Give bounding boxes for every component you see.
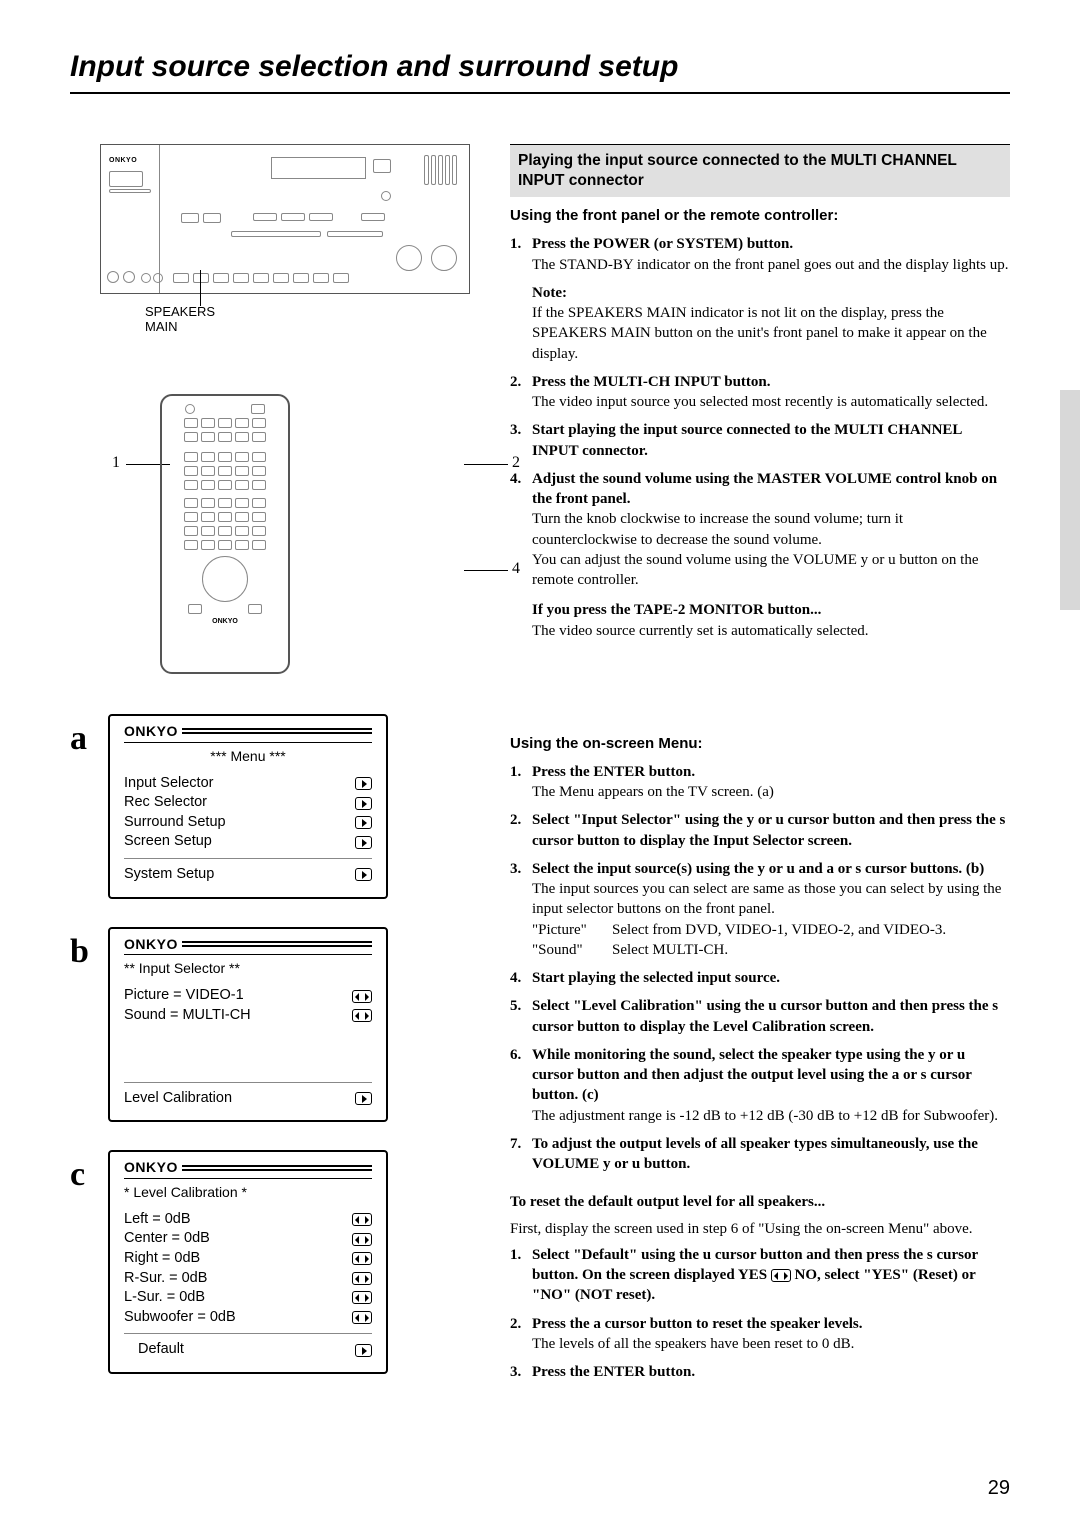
osd-tag-c: c	[70, 1156, 98, 1194]
right-arrow-icon	[355, 797, 372, 810]
steps-front-panel: 1. Press the POWER (or SYSTEM) button. T…	[510, 234, 1010, 641]
right-arrow-icon	[355, 816, 372, 829]
page-number: 29	[988, 1477, 1010, 1500]
section-header-multich: Playing the input source connected to th…	[510, 144, 1010, 197]
left-right-arrow-icon	[352, 1311, 372, 1324]
left-right-arrow-icon	[352, 1009, 372, 1022]
steps-reset: 1. Select "Default" using the u cursor b…	[510, 1245, 1010, 1383]
osd-tag-b: b	[70, 933, 98, 971]
amplifier-label: SPEAKERS MAIN	[145, 304, 470, 334]
page-side-tab	[1060, 390, 1080, 610]
left-right-arrow-icon	[352, 1233, 372, 1246]
left-right-arrow-icon	[352, 1213, 372, 1226]
right-arrow-icon	[355, 836, 372, 849]
left-right-arrow-icon	[771, 1269, 791, 1282]
sub-header-front-panel: Using the front panel or the remote cont…	[510, 207, 1010, 224]
left-right-arrow-icon	[352, 1252, 372, 1265]
right-arrow-icon	[355, 868, 372, 881]
sub-header-osd-menu: Using the on-screen Menu:	[510, 735, 1010, 752]
remote-illustration: 1 2 4 ONKYO	[160, 394, 470, 674]
reset-preamble: First, display the screen used in step 6…	[510, 1219, 1010, 1239]
right-arrow-icon	[355, 777, 372, 790]
right-arrow-icon	[355, 1092, 372, 1105]
osd-tag-a: a	[70, 720, 98, 758]
right-arrow-icon	[355, 1344, 372, 1357]
page-title: Input source selection and surround setu…	[70, 50, 1010, 94]
left-right-arrow-icon	[352, 990, 372, 1003]
left-right-arrow-icon	[352, 1291, 372, 1304]
left-right-arrow-icon	[352, 1272, 372, 1285]
reset-header: To reset the default output level for al…	[510, 1194, 825, 1210]
osd-screen-b: ONKYO ** Input Selector ** Picture = VID…	[108, 927, 388, 1122]
steps-osd-menu: 1. Press the ENTER button. The Menu appe…	[510, 762, 1010, 1175]
osd-screen-a: ONKYO *** Menu *** Input Selector Rec Se…	[108, 714, 388, 899]
amplifier-illustration: ONKYO	[100, 144, 470, 294]
osd-screen-c: ONKYO * Level Calibration * Left = 0dB C…	[108, 1150, 388, 1374]
